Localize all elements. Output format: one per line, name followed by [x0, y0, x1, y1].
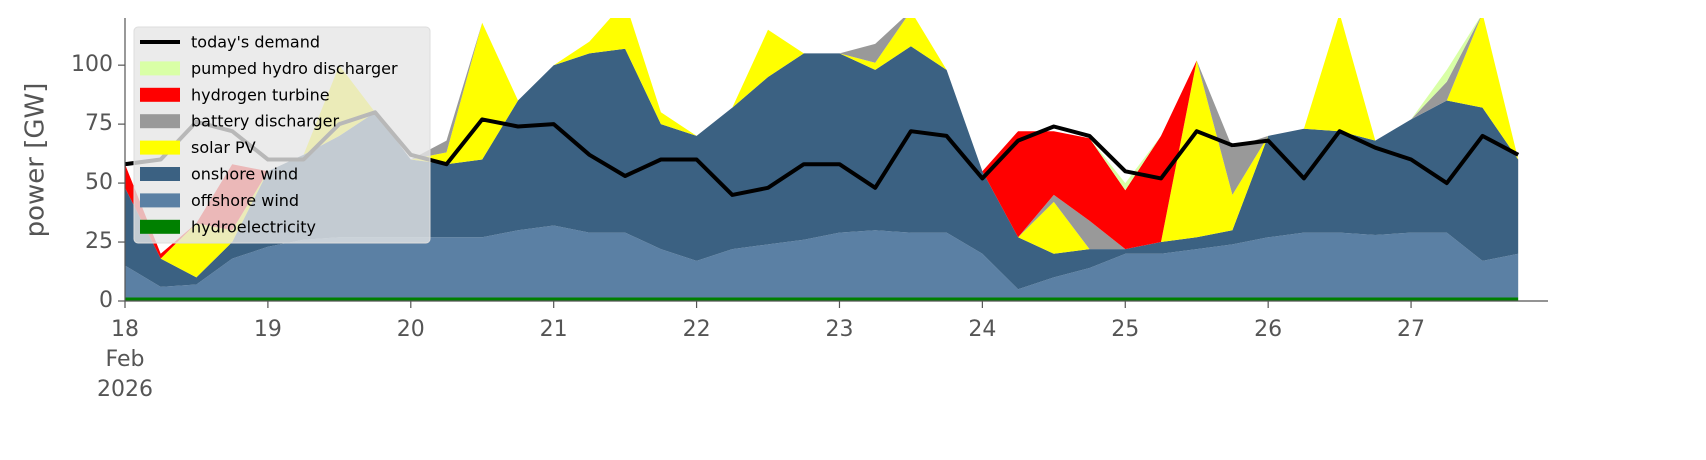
x-tick-label: 27 — [1397, 317, 1425, 342]
x-tick-label: 25 — [1111, 317, 1139, 342]
x-tick-year: 2026 — [97, 377, 153, 402]
x-tick-label: 19 — [254, 317, 282, 342]
area — [125, 297, 1519, 301]
legend-label: battery discharger — [191, 112, 339, 131]
area — [125, 225, 1519, 298]
legend-label: today's demand — [191, 33, 320, 52]
y-tick-label: 50 — [85, 170, 113, 195]
area — [125, 18, 1519, 278]
y-tick-label: 25 — [85, 229, 113, 254]
x-tick-label: 23 — [825, 317, 853, 342]
x-tick-month: Feb — [106, 347, 145, 372]
x-tick-label: 22 — [683, 317, 711, 342]
legend-label: pumped hydro discharger — [191, 59, 398, 78]
y-tick-label: 100 — [71, 52, 113, 77]
y-axis-label: power [GW] — [21, 83, 51, 238]
x-tick-label: 18 — [111, 317, 139, 342]
legend-label: hydrogen turbine — [191, 85, 330, 104]
y-tick-label: 75 — [85, 111, 113, 136]
x-tick-label: 21 — [540, 317, 568, 342]
legend-swatch — [140, 167, 180, 181]
y-tick-label: 0 — [99, 288, 113, 313]
legend-box — [133, 26, 431, 244]
legend-swatch — [140, 61, 180, 76]
x-tick-label: 26 — [1254, 317, 1282, 342]
area — [125, 46, 1519, 290]
legend-swatch — [140, 87, 180, 102]
axes: 0 25 50 75 100 18 Feb 2026 19 20 21 22 23 24 25 26 27 — [71, 18, 1548, 402]
legend-label: solar PV — [191, 138, 256, 157]
legend-swatch — [140, 114, 180, 129]
legend-label: onshore wind — [191, 165, 298, 184]
x-tick-label: 20 — [397, 317, 425, 342]
legend-label: hydroelectricity — [191, 217, 316, 236]
legend: today's demand pumped hydro discharger hyd… — [133, 26, 431, 244]
legend-swatch — [140, 219, 180, 234]
legend-swatch — [140, 140, 180, 155]
legend-swatch — [140, 193, 180, 208]
legend-label: offshore wind — [191, 191, 299, 210]
x-tick-label: 24 — [968, 317, 996, 342]
